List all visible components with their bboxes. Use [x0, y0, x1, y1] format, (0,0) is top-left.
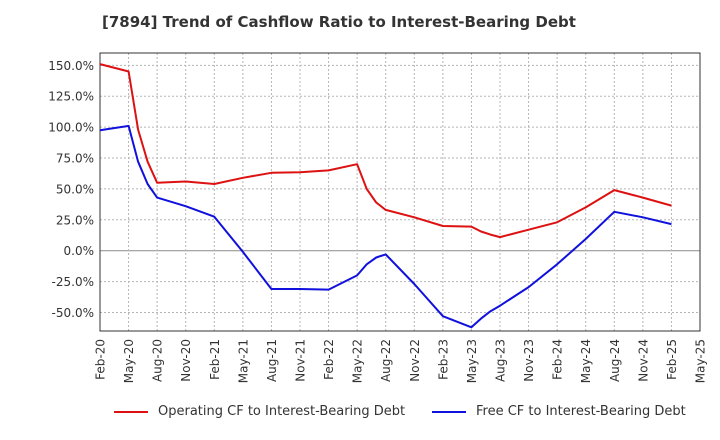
y-tick-label: -50.0%: [52, 306, 94, 320]
x-tick-label: Nov-21: [294, 339, 308, 382]
x-tick-label: Nov-23: [522, 339, 536, 382]
x-tick-label: Nov-22: [408, 339, 422, 382]
x-tick-label: Feb-21: [208, 339, 222, 380]
y-tick-label: 0.0%: [64, 244, 95, 258]
x-tick-label: Nov-24: [636, 339, 650, 382]
y-tick-label: 25.0%: [56, 213, 94, 227]
legend-swatch-free-cf: [432, 410, 466, 413]
legend-item-operating-cf: Operating CF to Interest-Bearing Debt: [114, 404, 405, 419]
chart-title: [7894] Trend of Cashflow Ratio to Intere…: [102, 13, 576, 31]
y-tick-label: 75.0%: [56, 152, 94, 166]
x-tick-label: Feb-24: [551, 339, 565, 380]
x-tick-label: May-25: [694, 339, 708, 383]
x-tick-label: Feb-23: [436, 339, 450, 380]
legend-swatch-operating-cf: [114, 410, 148, 413]
x-tick-label: Aug-20: [151, 339, 165, 382]
chart-legend: Operating CF to Interest-Bearing Debt Fr…: [0, 404, 720, 426]
series-line-free-cf: [99, 124, 672, 329]
y-tick-label: 150.0%: [48, 59, 94, 73]
x-tick-label: Aug-21: [265, 339, 279, 382]
x-tick-label: May-21: [236, 339, 250, 383]
y-tick-label: 100.0%: [48, 121, 94, 135]
x-tick-label: Feb-25: [665, 339, 679, 380]
x-tick-label: Nov-20: [179, 339, 193, 382]
plot-area: [100, 53, 700, 331]
x-tick-label: Feb-20: [94, 339, 108, 380]
y-tick-label: -25.0%: [52, 275, 94, 289]
legend-label-free-cf: Free CF to Interest-Bearing Debt: [476, 404, 686, 419]
legend-label-operating-cf: Operating CF to Interest-Bearing Debt: [158, 404, 406, 419]
x-tick-label: Aug-22: [379, 339, 393, 382]
x-tick-label: May-24: [579, 339, 593, 383]
plot-frame: [99, 52, 701, 332]
x-tick-label: Aug-23: [494, 339, 508, 382]
x-tick-label: Aug-24: [608, 339, 622, 382]
x-tick-label: May-20: [122, 339, 136, 383]
y-tick-label: 125.0%: [48, 90, 94, 104]
x-tick-label: May-22: [351, 339, 365, 383]
x-tick-label: May-23: [465, 339, 479, 383]
x-tick-label: Feb-22: [322, 339, 336, 380]
series-line-operating-cf: [99, 63, 672, 239]
legend-item-free-cf: Free CF to Interest-Bearing Debt: [432, 404, 686, 419]
y-tick-label: 50.0%: [56, 182, 94, 196]
